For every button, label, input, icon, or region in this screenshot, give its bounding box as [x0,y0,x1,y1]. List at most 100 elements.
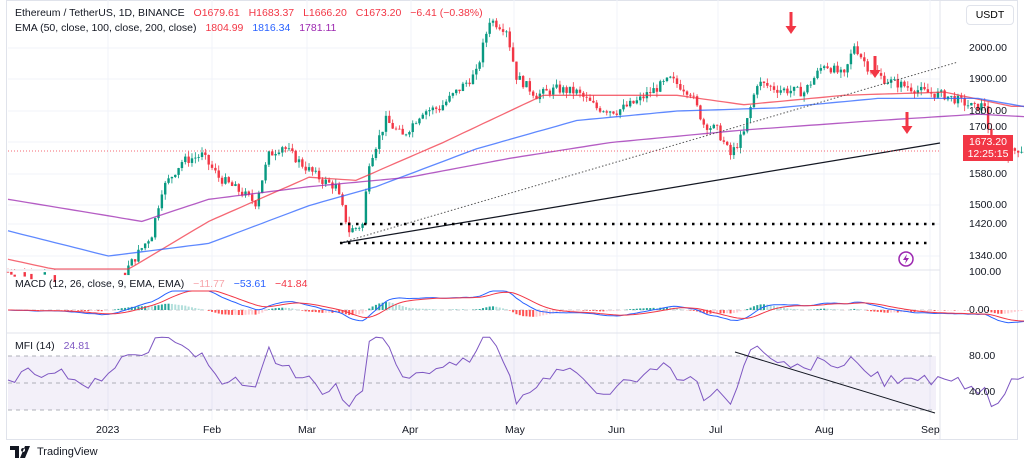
macd-histogram-bar [358,310,361,315]
macd-histogram-bar [866,310,869,311]
ema-label[interactable]: EMA (50, close, 100, close, 200, close) [15,22,197,34]
candle [919,86,923,91]
macd-histogram-bar [147,306,150,310]
dotted-trendline [339,61,959,244]
candle [331,182,334,189]
macd-histogram-bar [829,309,832,310]
macd-histogram-bar [662,307,665,310]
candle [632,100,635,104]
macd-histogram-bar [592,310,595,311]
candle [612,111,615,114]
macd-histogram-bar [752,306,755,310]
candle [950,95,953,97]
candle [284,147,287,149]
candle [344,205,348,223]
macd-histogram-bar [120,308,123,310]
macd-histogram-bar [870,310,873,312]
macd-histogram-bar [615,310,618,311]
macd-histogram-bar [987,310,990,312]
symbol-title[interactable]: Ethereum / TetherUS, 1D, BINANCE [15,7,185,19]
mfi-label[interactable]: MFI (14) [15,340,55,352]
currency-button[interactable]: USDT [966,5,1014,25]
candle [622,104,625,110]
candle [752,94,756,108]
candle [802,92,806,97]
macd-histogram-bar [361,310,364,314]
candle [485,33,488,43]
candle [833,65,836,73]
candle [411,123,414,133]
candle [214,167,217,171]
candle [548,90,552,95]
macd-histogram-bar [943,310,946,311]
candle [608,111,612,113]
candle [324,179,327,184]
macd-histogram-bar [287,308,290,310]
candle [595,102,598,109]
candle [983,103,986,107]
macd-histogram-bar [853,308,856,310]
macd-histogram-bar [301,310,304,311]
macd-histogram-bar [936,310,939,311]
candle [150,237,154,242]
candle [327,179,331,183]
macd-histogram-bar [368,308,371,310]
macd-histogram-bar [990,310,993,313]
candle [545,88,548,91]
macd-histogram-bar [702,310,705,314]
mfi-trendline [734,351,936,414]
macd-label[interactable]: MACD (12, 26, close, 9, EMA, EMA) [15,278,185,290]
macd-histogram-bar [823,308,826,310]
candle [762,81,766,83]
candle [267,151,271,165]
candle [240,191,244,196]
macd-histogram-bar [679,309,682,310]
macd-histogram-bar [100,310,103,312]
candle [672,76,675,79]
macd-histogram-bar [384,301,387,310]
candle [471,74,475,85]
candle [23,272,26,277]
candle [368,166,371,192]
macd-histogram-bar [739,310,742,312]
tradingview-logo-icon [10,446,30,458]
candle [294,150,297,163]
price-tick: 1900.00 [969,73,1007,85]
candle [197,157,200,158]
candle [585,96,588,98]
macd-histogram-bar [756,305,759,310]
candle [565,87,568,93]
chart-frame[interactable] [6,0,1018,440]
macd-histogram-bar [114,309,117,310]
candle [940,90,943,92]
candle [906,86,910,88]
price-tick: 1500.00 [969,199,1007,211]
macd-histogram-bar [532,310,535,317]
macd-histogram-bar [241,310,244,316]
time-tick: May [505,424,525,436]
macd-histogram-bar [565,310,568,312]
candle [217,170,220,178]
ema200-line [7,113,1024,223]
price-tick: 1420.00 [969,218,1007,230]
price-tick: 1580.00 [969,168,1007,180]
macd-histogram-bar [190,307,193,310]
macd-histogram-bar [716,310,719,313]
macd-histogram-bar [920,310,923,312]
candle [719,125,722,141]
macd-tick: 0.00 [969,304,990,316]
macd-histogram-bar [264,310,267,312]
ohlc-close: C1673.20 [355,7,402,19]
candle [679,83,682,90]
macd-histogram-bar [1017,310,1020,312]
macd-histogram-bar [552,310,555,314]
tradingview-logo[interactable]: TradingView [10,446,98,458]
macd-histogram-bar [180,305,183,310]
candle [531,91,535,96]
macd-histogram-bar [639,308,642,310]
macd-histogram-bar [247,310,250,315]
macd-histogram-bar [304,310,307,312]
last-price-label: 1673.20 12:25:15 [963,135,1013,161]
candle [618,109,622,115]
